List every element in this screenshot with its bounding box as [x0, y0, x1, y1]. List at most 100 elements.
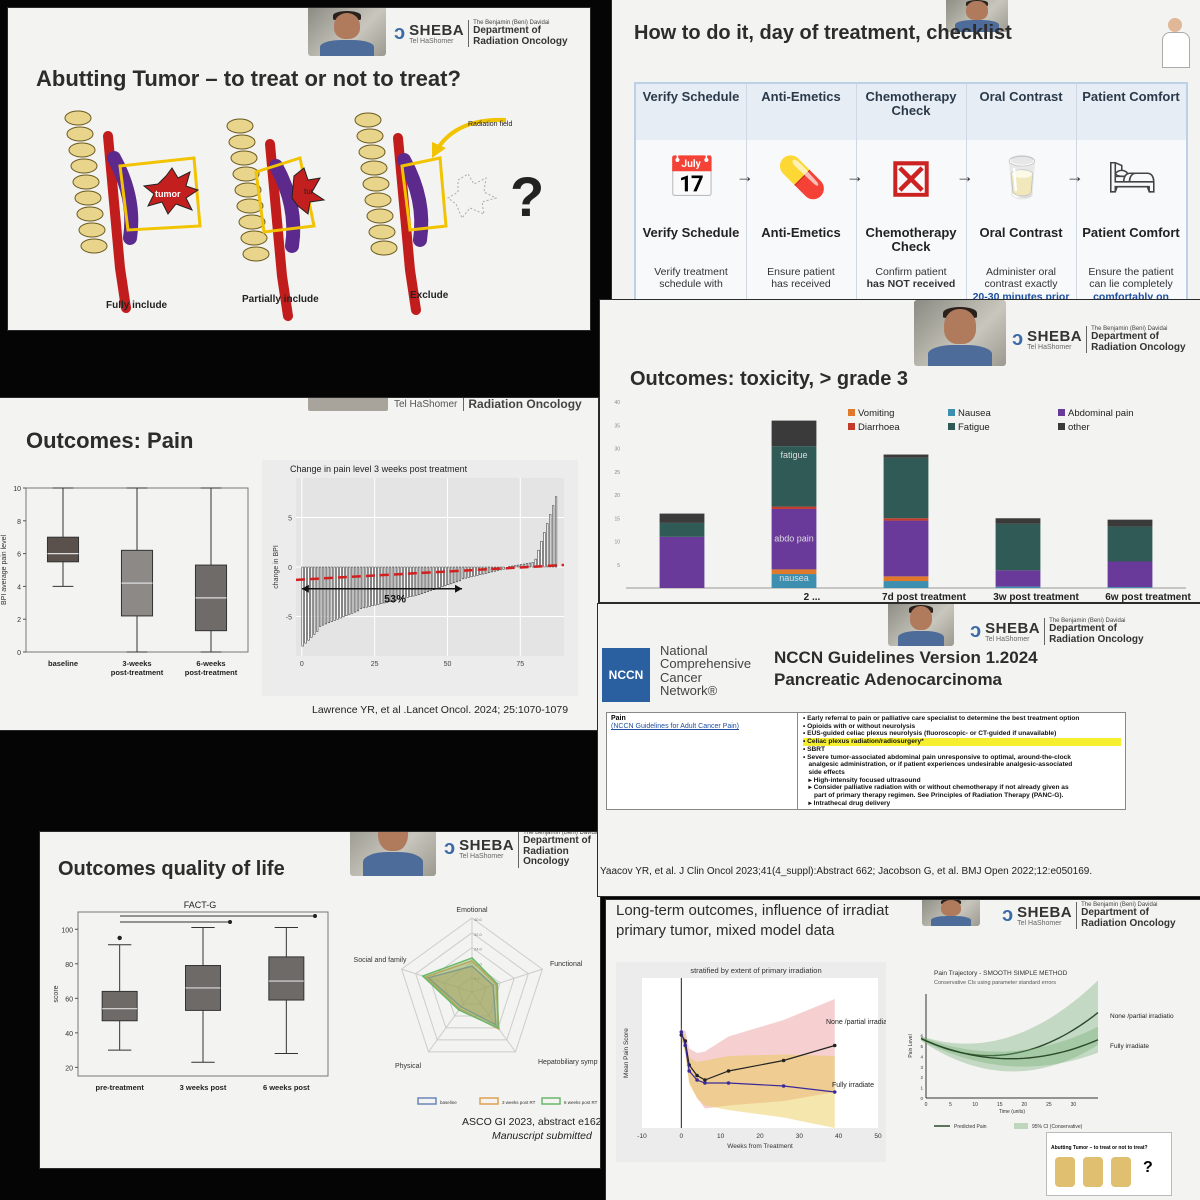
- y-tick-label: 25: [614, 470, 620, 476]
- waterfall-bar: [307, 566, 310, 641]
- waterfall-bar: [415, 566, 418, 596]
- waterfall-bar: [549, 514, 552, 568]
- vertebra-icon: [358, 144, 386, 160]
- vertebra-icon: [236, 198, 264, 214]
- slide3-header-fragment: Tel HaShomer Radiation Oncology: [308, 398, 588, 412]
- y-tick-label: 100: [61, 927, 73, 934]
- radar-tick-label: 32.0: [474, 932, 483, 937]
- slide3-citation: Lawrence YR, et al .Lancet Oncol. 2024; …: [312, 704, 569, 716]
- patient-bed-icon: 🛏: [1107, 156, 1158, 200]
- y-axis-label: change in BPI: [273, 545, 280, 589]
- series-label-none: None /partial irradiation: [1110, 1013, 1174, 1020]
- header-fragment-text: Radiation Oncology: [463, 398, 582, 411]
- stacked-bar-segment: [771, 506, 817, 509]
- presenter-webcam: [888, 604, 954, 646]
- y-tick-label: 30: [614, 447, 620, 453]
- logo-sub: Tel HaShomer: [1017, 919, 1062, 927]
- logo-dept-2: Radiation Oncology: [523, 845, 570, 868]
- step-desc-line: schedule with: [659, 278, 723, 291]
- waterfall-bar: [441, 566, 444, 588]
- y-tick-label: 20: [65, 1065, 73, 1072]
- y-tick-label: 0: [920, 1096, 923, 1101]
- vertebra-icon: [354, 112, 382, 128]
- waterfall-bar: [304, 566, 307, 644]
- x-category-label: baseline: [48, 659, 78, 668]
- confidence-band: [681, 1027, 835, 1128]
- waterfall-bar: [514, 565, 517, 568]
- tumor-label: tumor: [155, 189, 181, 199]
- guideline-bullet: analgesic administration, or if patient …: [803, 761, 1073, 769]
- y-tick-label: 4: [920, 1054, 923, 1059]
- radar-tick-label: 40.0: [474, 917, 483, 922]
- legend-swatch: [848, 409, 855, 416]
- waterfall-bar: [380, 566, 383, 604]
- radiation-field-full: [118, 156, 202, 232]
- presenter-webcam: [922, 900, 980, 926]
- presenter-webcam: [308, 8, 386, 56]
- stacked-bar-segment: [883, 520, 929, 577]
- step-desc: Ensure the patient can lie completely comf…: [1080, 266, 1182, 300]
- slide5-citation-2: Manuscript submitted: [492, 1130, 592, 1142]
- slide-nccn: ↄ SHEBA Tel HaShomer The Benjamin (Beni) …: [598, 604, 1200, 896]
- logo-dept-1: Department of: [1081, 907, 1149, 919]
- step-title: Patient Comfort: [1082, 225, 1180, 240]
- x-tick-label: 30: [796, 1133, 804, 1140]
- step-desc-line: contrast exactly: [984, 278, 1058, 291]
- guideline-bullet: side effects: [803, 768, 845, 776]
- vertebra-icon: [232, 166, 260, 182]
- x-tick-label: 5: [949, 1102, 952, 1108]
- guideline-bullet: • EUS-guided celiac plexus neurolysis (f…: [803, 730, 1057, 738]
- x-tick-label: 0: [925, 1102, 928, 1108]
- y-tick-label: 80: [65, 962, 73, 969]
- vertebra-icon: [230, 150, 258, 166]
- sheba-logo: ↄ SHEBA Tel HaShomer The Benjamin (Beni) …: [1012, 326, 1186, 354]
- waterfall-bar: [351, 566, 354, 614]
- slide-outcomes-pain: Tel HaShomer Radiation Oncology Outcomes…: [0, 398, 598, 730]
- y-tick-label: 6: [17, 552, 21, 559]
- calendar-check-icon: 📅: [667, 156, 717, 200]
- waterfall-bar: [403, 566, 406, 599]
- stacked-bar-segment: [659, 513, 705, 523]
- sheba-logo: ↄ SHEBA Tel HaShomer The Benjamin (Beni) …: [970, 618, 1144, 646]
- series-line: [680, 1031, 835, 1093]
- thumbnail-question: ?: [1143, 1159, 1153, 1176]
- waterfall-bar: [394, 566, 397, 601]
- nccn-pain-link[interactable]: (NCCN Guidelines for Adult Cancer Pain): [611, 723, 739, 730]
- org-line-1: National: [660, 643, 708, 658]
- stacked-bar-segment: [1107, 519, 1153, 527]
- checklist-step: Verify Schedule 📅 Verify Schedule Verify…: [636, 84, 747, 300]
- pain-score-by-irradiation-chart: stratified by extent of primary irradiat…: [616, 962, 886, 1162]
- nccn-logo-box: NCCN: [602, 648, 650, 702]
- radar-axis-label: Physical: [395, 1063, 422, 1070]
- logo-dept-small: The Benjamin (Beni) Davidai: [1091, 326, 1168, 332]
- predicted-curve: [920, 1038, 1099, 1060]
- y-tick-label: 5: [920, 1044, 923, 1049]
- step-title: Verify Schedule: [642, 225, 740, 240]
- percent-label: 53%: [384, 594, 406, 606]
- slide7-title-2: primary tumor, mixed model data: [616, 922, 835, 939]
- legend-label: 95% CI (Conservative): [1032, 1124, 1083, 1130]
- y-tick-label: 3: [920, 1065, 923, 1070]
- spine-diagrams: tumor tur Radiation field ?: [64, 110, 544, 321]
- y-axis-label: Mean Pain Score: [623, 1028, 630, 1078]
- waterfall-bar: [319, 566, 322, 627]
- nccn-title-1: NCCN Guidelines Version 1.2024: [774, 648, 1038, 667]
- data-point: [726, 1081, 731, 1085]
- logo-sub: Tel HaShomer: [1027, 343, 1072, 351]
- y-tick-label: 4: [17, 584, 21, 591]
- box-element: [185, 927, 221, 1063]
- waterfall-bar: [368, 566, 371, 607]
- y-tick-label: 2: [17, 617, 21, 624]
- waterfall-bar: [316, 566, 319, 632]
- x-category-label: pre-treatment: [95, 1083, 144, 1092]
- sheba-logo: ↄ SHEBA Tel HaShomer The Benjamin (Beni) …: [394, 20, 568, 48]
- waterfall-bar: [502, 566, 505, 570]
- slide-abutting-tumor: ↄ SHEBA Tel HaShomer The Benjamin (Beni) …: [8, 8, 590, 330]
- waterfall-bar: [450, 566, 453, 585]
- x-tick-label: 50: [874, 1133, 882, 1140]
- vertebra-icon: [360, 160, 388, 176]
- step-desc-line: Verify treatment: [654, 266, 728, 278]
- waterfall-bar: [409, 566, 412, 598]
- box-element: [46, 487, 80, 587]
- stacked-bar-segment: [1107, 561, 1153, 588]
